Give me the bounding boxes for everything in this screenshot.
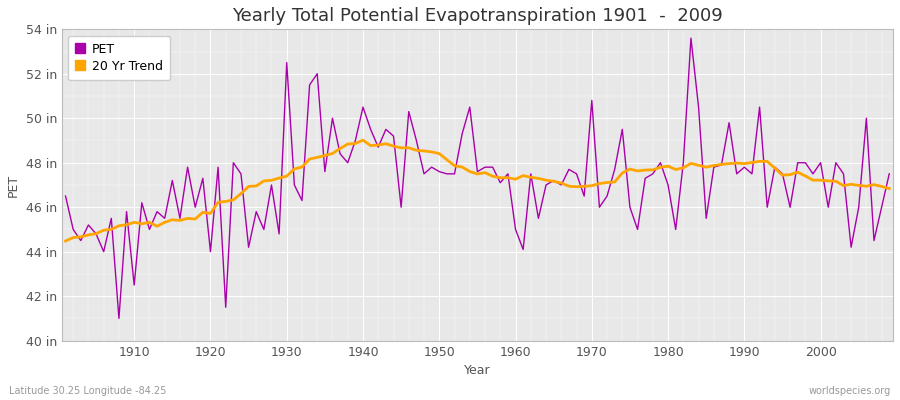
PET	[297, 198, 308, 203]
20 Yr Trend	[510, 177, 521, 182]
Text: Latitude 30.25 Longitude -84.25: Latitude 30.25 Longitude -84.25	[9, 386, 166, 396]
20 Yr Trend	[335, 146, 346, 151]
Title: Yearly Total Potential Evapotranspiration 1901  -  2009: Yearly Total Potential Evapotranspiratio…	[232, 7, 723, 25]
PET	[129, 283, 140, 288]
20 Yr Trend	[518, 173, 528, 178]
PET	[884, 172, 895, 176]
Text: worldspecies.org: worldspecies.org	[809, 386, 891, 396]
20 Yr Trend	[289, 166, 300, 171]
Line: 20 Yr Trend: 20 Yr Trend	[66, 140, 889, 241]
PET	[113, 316, 124, 321]
20 Yr Trend	[609, 180, 620, 184]
20 Yr Trend	[884, 186, 895, 191]
X-axis label: Year: Year	[464, 364, 491, 377]
Line: PET: PET	[66, 38, 889, 318]
PET	[686, 36, 697, 40]
PET	[510, 227, 521, 232]
Y-axis label: PET: PET	[7, 173, 20, 196]
20 Yr Trend	[357, 138, 368, 142]
PET	[342, 160, 353, 165]
PET	[609, 167, 620, 172]
PET	[60, 194, 71, 198]
20 Yr Trend	[122, 222, 132, 227]
Legend: PET, 20 Yr Trend: PET, 20 Yr Trend	[68, 36, 170, 80]
PET	[518, 247, 528, 252]
20 Yr Trend	[60, 239, 71, 244]
